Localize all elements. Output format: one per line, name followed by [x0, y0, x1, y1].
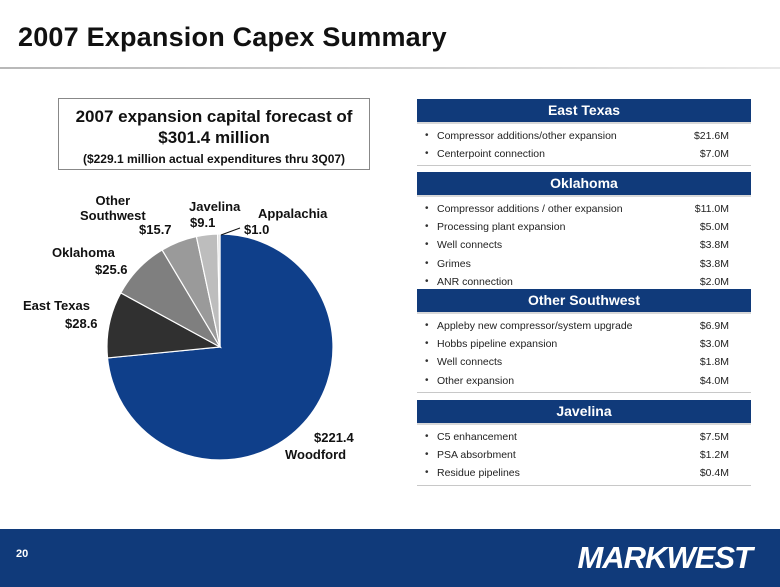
- panel-body: • Compressor additions / other expansion $…: [417, 197, 751, 294]
- label-woodford: Woodford: [285, 447, 347, 462]
- pie-slices: [106, 227, 334, 461]
- summary-line-3: ($229.1 million actual expenditures thru…: [82, 152, 346, 166]
- label-other-southwest: Other Southwest: [80, 193, 146, 223]
- list-item-amount: $11.0M: [694, 203, 729, 215]
- appalachia-leader-line: [220, 227, 241, 236]
- list-item-amount: $1.2M: [699, 449, 729, 462]
- panel-oklahoma: Oklahoma • Compressor additions / other ex…: [417, 172, 751, 294]
- footer-bar: [0, 529, 780, 587]
- list-item-label: Well connects: [437, 356, 503, 369]
- value-appalachia: $1.0: [244, 222, 270, 237]
- bullet-icon: •: [425, 130, 429, 141]
- list-item-label: Compressor additions/other expansion: [437, 130, 617, 142]
- list-item: • PSA absorbment $1.2M: [417, 446, 751, 464]
- list-item: • Compressor additions/other expansion $21…: [417, 127, 751, 145]
- panel-javelina: Javelina • C5 enhancement $7.5M • PSA absorbm…: [417, 400, 751, 486]
- list-item-amount: $4.0M: [699, 374, 729, 387]
- panel-body: • Appleby new compressor/system upgrade $6…: [417, 314, 751, 393]
- panel-east-texas: East Texas • Compressor additions/other ex…: [417, 99, 751, 167]
- summary-line-1: 2007 expansion capital forecast of: [75, 107, 353, 126]
- bullet-icon: •: [425, 338, 429, 350]
- pie-slice-appalachia: [217, 233, 221, 348]
- label-other-southwest-line2: Southwest: [80, 208, 146, 223]
- list-item: • Processing plant expansion $5.0M: [417, 218, 751, 236]
- value-oklahoma: $25.6: [95, 262, 128, 277]
- markwest-logo: MARKWEST: [577, 540, 753, 575]
- bullet-icon: •: [425, 374, 429, 386]
- bullet-icon: •: [425, 449, 429, 461]
- list-item: • Compressor additions / other expansion $…: [417, 200, 751, 218]
- list-item: • Other expansion $4.0M: [417, 372, 751, 390]
- list-item-amount: $7.0M: [699, 148, 729, 161]
- panel-header: Oklahoma: [417, 172, 751, 197]
- list-item: • Well connects $3.8M: [417, 236, 751, 254]
- page-number: 20: [16, 548, 29, 560]
- list-item-amount: $1.8M: [699, 356, 729, 369]
- list-item: • Hobbs pipeline expansion $3.0M: [417, 335, 751, 353]
- list-item-amount: $6.9M: [699, 320, 729, 332]
- list-item-amount: $7.5M: [699, 431, 729, 443]
- label-appalachia: Appalachia: [258, 206, 328, 221]
- list-item-amount: $2.0M: [699, 275, 729, 288]
- bullet-icon: •: [425, 320, 429, 331]
- bullet-icon: •: [425, 221, 429, 233]
- label-east-texas: East Texas: [23, 298, 90, 313]
- list-item-label: C5 enhancement: [437, 431, 517, 443]
- panel-header: Javelina: [417, 400, 751, 425]
- list-item-amount: $5.0M: [699, 221, 729, 234]
- list-item-label: Processing plant expansion: [437, 221, 566, 234]
- list-item: • C5 enhancement $7.5M: [417, 428, 751, 446]
- panel-other-southwest: Other Southwest • Appleby new compressor/s…: [417, 289, 751, 393]
- bullet-icon: •: [425, 257, 429, 269]
- bullet-icon: •: [425, 467, 429, 479]
- list-item-label: Grimes: [437, 257, 471, 270]
- page-title: 2007 Expansion Capex Summary: [18, 22, 447, 52]
- bullet-icon: •: [425, 431, 429, 442]
- value-javelina: $9.1: [190, 215, 216, 230]
- list-item-label: Other expansion: [437, 374, 515, 387]
- label-other-southwest-line1: Other: [95, 193, 131, 208]
- list-item: • ANR connection $2.0M: [417, 273, 751, 291]
- title-divider: [0, 67, 780, 69]
- list-item-label: ANR connection: [437, 275, 513, 288]
- panel-header: East Texas: [417, 99, 751, 124]
- summary-box: 2007 expansion capital forecast of $301.…: [58, 98, 370, 170]
- list-item-amount: $3.8M: [699, 239, 729, 252]
- label-oklahoma: Oklahoma: [52, 245, 115, 260]
- bullet-icon: •: [425, 275, 429, 287]
- list-item-label: Centerpoint connection: [437, 148, 545, 161]
- value-woodford: $221.4: [314, 430, 354, 445]
- list-item-label: Well connects: [437, 239, 503, 252]
- list-item: • Centerpoint connection $7.0M: [417, 145, 751, 163]
- list-item-amount: $0.4M: [699, 467, 729, 480]
- list-item-amount: $21.6M: [693, 130, 729, 142]
- bullet-icon: •: [425, 356, 429, 368]
- panel-body: • Compressor additions/other expansion $21…: [417, 124, 751, 167]
- list-item-label: Appleby new compressor/system upgrade: [437, 320, 633, 332]
- list-item: • Appleby new compressor/system upgrade $6…: [417, 317, 751, 335]
- value-other-southwest: $15.7: [139, 222, 172, 237]
- summary-line-2: $301.4 million: [158, 128, 270, 147]
- bullet-icon: •: [425, 239, 429, 251]
- list-item-label: PSA absorbment: [437, 449, 516, 462]
- panel-body: • C5 enhancement $7.5M • PSA absorbment $1.2M…: [417, 425, 751, 486]
- list-item-label: Hobbs pipeline expansion: [437, 338, 558, 351]
- bullet-icon: •: [425, 148, 429, 160]
- list-item-amount: $3.0M: [699, 338, 729, 351]
- pie-chart: [106, 227, 334, 461]
- list-item: • Well connects $1.8M: [417, 353, 751, 371]
- label-javelina: Javelina: [189, 199, 241, 214]
- value-east-texas: $28.6: [65, 316, 98, 331]
- list-item-amount: $3.8M: [699, 257, 729, 270]
- list-item: • Grimes $3.8M: [417, 255, 751, 273]
- bullet-icon: •: [425, 203, 429, 214]
- list-item-label: Compressor additions / other expansion: [437, 203, 623, 215]
- list-item-label: Residue pipelines: [437, 467, 520, 480]
- list-item: • Residue pipelines $0.4M: [417, 464, 751, 482]
- panel-header: Other Southwest: [417, 289, 751, 314]
